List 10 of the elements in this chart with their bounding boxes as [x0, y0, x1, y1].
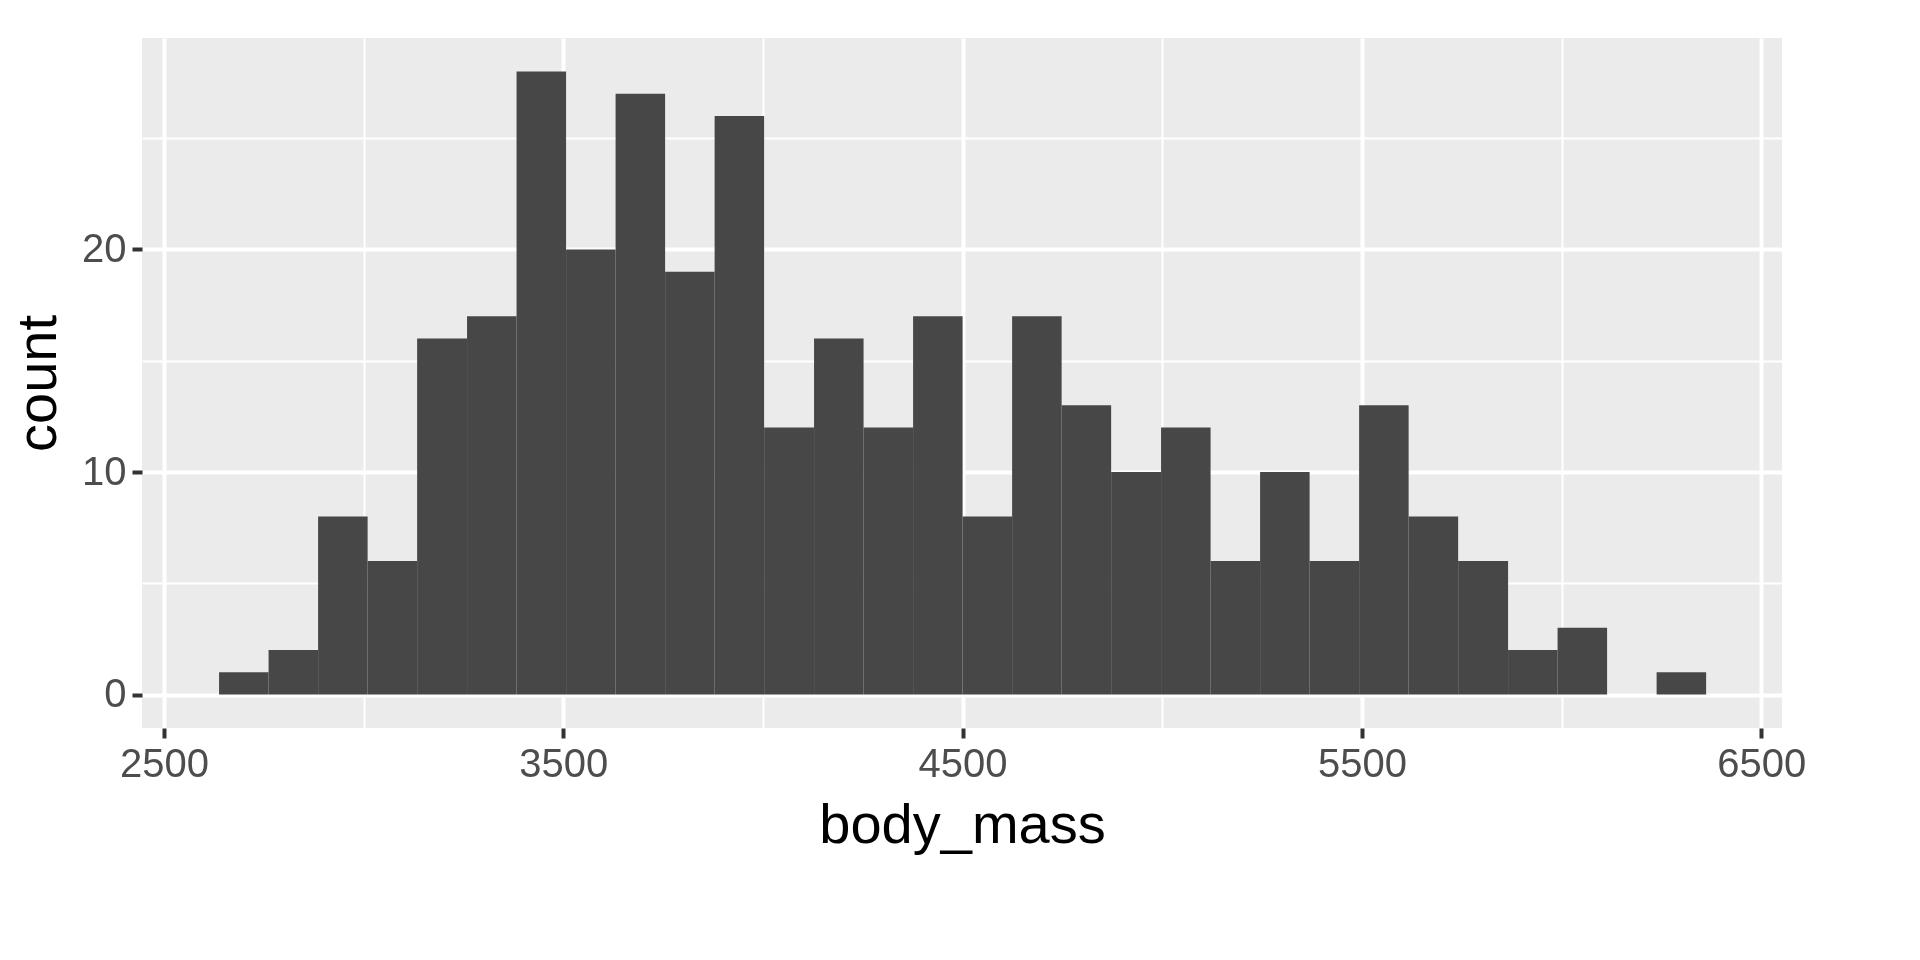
y-tick-label: 20 [82, 225, 127, 270]
x-axis-title: body_mass [819, 791, 1106, 855]
x-tick-label: 5500 [1317, 740, 1407, 785]
y-tick-label: 10 [82, 448, 127, 493]
x-tick-label: 6500 [1717, 740, 1807, 785]
x-tick-label: 2500 [119, 740, 209, 785]
y-axis-title: count [5, 314, 69, 452]
x-tick-label: 4500 [918, 740, 1008, 785]
x-tick-label: 3500 [519, 740, 609, 785]
y-tick-label: 0 [104, 671, 127, 716]
